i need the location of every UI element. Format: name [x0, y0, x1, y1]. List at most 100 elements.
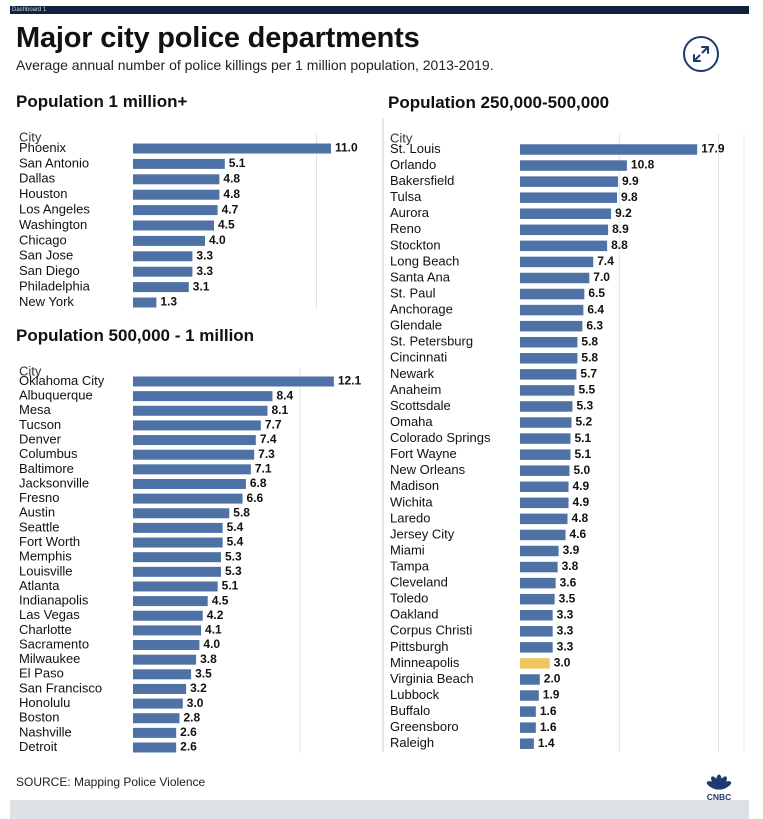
bar[interactable] — [133, 143, 331, 154]
value-label: 11.0 — [335, 141, 358, 155]
bar[interactable] — [133, 508, 230, 519]
bar[interactable] — [133, 435, 256, 446]
value-label: 5.1 — [229, 156, 246, 170]
city-label: Austin — [19, 505, 55, 520]
bar[interactable] — [133, 552, 221, 563]
bar[interactable] — [520, 160, 627, 171]
bar[interactable] — [133, 235, 205, 246]
bar[interactable] — [520, 401, 573, 412]
bar[interactable] — [520, 144, 698, 155]
bar[interactable] — [133, 610, 203, 621]
bar[interactable] — [133, 493, 243, 504]
bar[interactable] — [133, 376, 334, 387]
bar[interactable] — [133, 478, 246, 489]
bar[interactable] — [133, 727, 177, 738]
bar[interactable] — [133, 189, 220, 200]
city-label: Anaheim — [390, 382, 441, 397]
city-label: New Orleans — [390, 462, 466, 477]
bar-highlighted[interactable] — [520, 658, 550, 669]
bar[interactable] — [520, 256, 594, 268]
bar[interactable] — [133, 297, 157, 308]
bar[interactable] — [133, 669, 192, 680]
bar[interactable] — [133, 581, 218, 592]
value-label: 4.5 — [218, 218, 235, 232]
bar[interactable] — [133, 640, 200, 651]
value-label: 12.1 — [338, 374, 362, 388]
bar[interactable] — [520, 433, 571, 444]
bar[interactable] — [133, 158, 225, 169]
bar[interactable] — [520, 593, 555, 605]
city-label: Jacksonville — [19, 475, 89, 490]
value-label: 9.9 — [622, 174, 639, 188]
bar[interactable] — [133, 522, 223, 533]
bar[interactable] — [133, 420, 261, 431]
city-label: Greensboro — [390, 719, 459, 734]
bar[interactable] — [520, 353, 578, 364]
bar[interactable] — [133, 713, 180, 724]
bar[interactable] — [520, 272, 590, 284]
bar[interactable] — [133, 683, 187, 694]
bar[interactable] — [520, 385, 575, 396]
bar[interactable] — [520, 465, 570, 476]
city-label: Miami — [390, 542, 425, 557]
bar[interactable] — [133, 566, 221, 577]
bar[interactable] — [133, 596, 208, 607]
city-label: Aurora — [390, 205, 430, 220]
bar[interactable] — [520, 642, 553, 653]
bar[interactable] — [520, 529, 566, 541]
bar[interactable] — [520, 497, 569, 509]
bar[interactable] — [133, 654, 197, 665]
bar[interactable] — [133, 464, 251, 475]
bar[interactable] — [133, 220, 214, 231]
bar[interactable] — [520, 208, 612, 219]
bar[interactable] — [133, 391, 273, 402]
bar[interactable] — [520, 609, 553, 621]
bar[interactable] — [520, 369, 577, 380]
city-label: Louisville — [19, 563, 72, 578]
city-label: Minneapolis — [390, 655, 460, 670]
city-label: Corpus Christi — [390, 623, 472, 638]
bar[interactable] — [520, 417, 572, 428]
bar[interactable] — [520, 288, 585, 300]
bar[interactable] — [133, 282, 189, 293]
bar[interactable] — [520, 674, 540, 685]
expand-button[interactable] — [683, 36, 719, 72]
city-label: Omaha — [390, 414, 433, 429]
bar[interactable] — [520, 513, 568, 525]
bar[interactable] — [520, 626, 553, 637]
bar[interactable] — [133, 266, 193, 277]
bar[interactable] — [133, 537, 223, 548]
bar[interactable] — [133, 174, 220, 185]
bar[interactable] — [520, 304, 584, 316]
bar[interactable] — [520, 561, 558, 573]
bar[interactable] — [520, 320, 583, 332]
bar[interactable] — [520, 690, 539, 701]
bar[interactable] — [520, 545, 559, 557]
value-label: 3.0 — [554, 656, 571, 670]
bar[interactable] — [520, 224, 609, 236]
bar[interactable] — [520, 449, 571, 460]
bar[interactable] — [133, 742, 177, 753]
bar[interactable] — [133, 205, 218, 216]
bar[interactable] — [520, 336, 578, 348]
city-label: Colorado Springs — [390, 430, 491, 445]
bar[interactable] — [520, 176, 619, 187]
bar[interactable] — [520, 738, 534, 749]
bar[interactable] — [520, 192, 618, 203]
city-label: Long Beach — [390, 253, 459, 268]
bar[interactable] — [133, 251, 193, 262]
bar[interactable] — [520, 577, 556, 589]
value-label: 4.8 — [223, 187, 240, 201]
city-label: Sacramento — [19, 636, 89, 651]
bar[interactable] — [133, 698, 183, 709]
bar[interactable] — [520, 481, 569, 493]
bar[interactable] — [520, 706, 536, 717]
bar[interactable] — [133, 625, 202, 636]
category-header: City — [19, 363, 42, 378]
bar[interactable] — [133, 405, 268, 416]
bar[interactable] — [520, 722, 536, 733]
city-label: Toledo — [390, 591, 428, 606]
dashboard-tab-label[interactable]: Dashboard 1 — [12, 7, 47, 13]
bar[interactable] — [133, 449, 255, 460]
bar[interactable] — [520, 240, 608, 252]
